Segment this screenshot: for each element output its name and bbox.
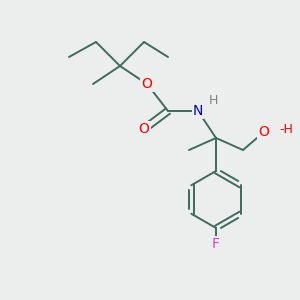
Text: O: O — [142, 77, 152, 91]
Text: O: O — [139, 122, 149, 136]
Text: F: F — [212, 238, 220, 251]
Text: -H: -H — [279, 122, 293, 136]
Text: H: H — [208, 94, 218, 107]
Text: N: N — [193, 104, 203, 118]
Text: O: O — [259, 125, 269, 139]
